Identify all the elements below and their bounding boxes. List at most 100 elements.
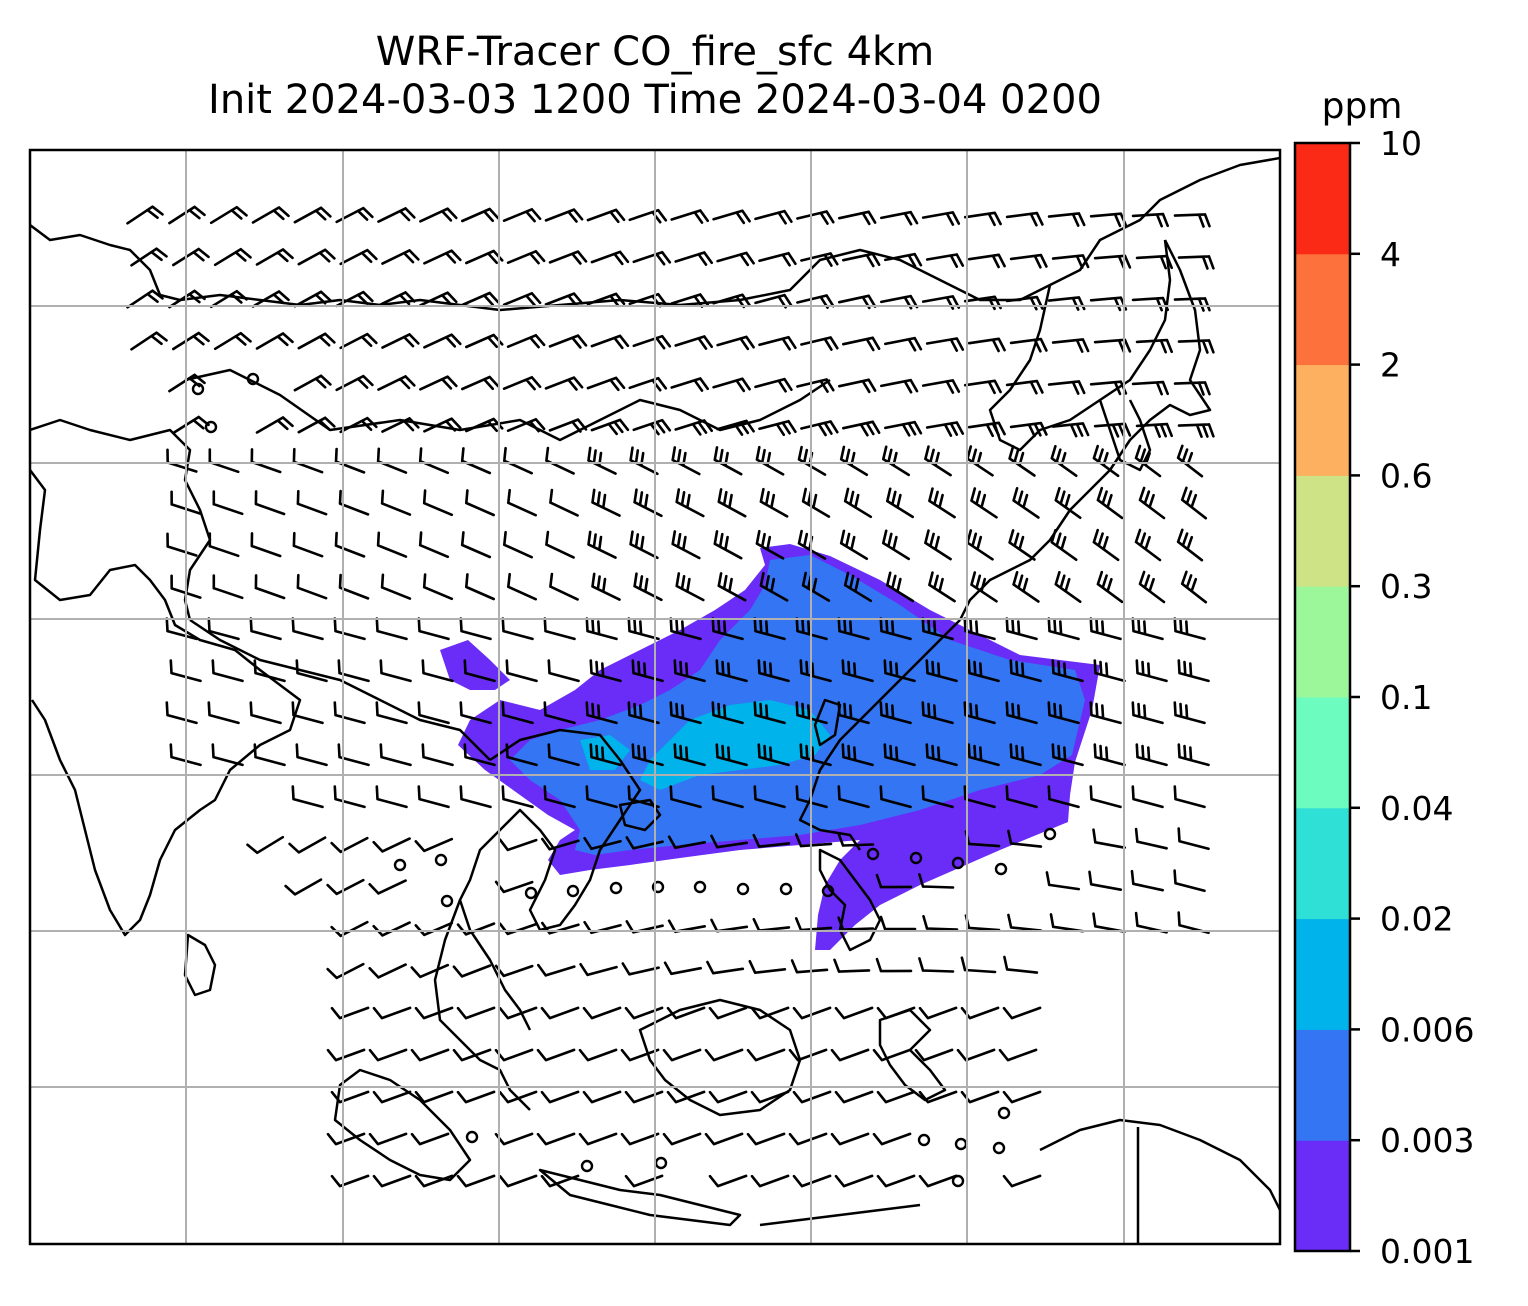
wind-barb — [372, 1090, 412, 1104]
colorbar-tick-label: 0.006 — [1380, 1010, 1474, 1049]
colorbar-tick-label: 0.6 — [1380, 456, 1432, 495]
wind-barb — [582, 1090, 622, 1104]
colorbar-tick-label: 0.3 — [1380, 567, 1432, 606]
wind-barb — [586, 208, 626, 224]
wind-barb — [712, 209, 751, 225]
wind-barb — [624, 1174, 664, 1188]
calm-wind-marker — [566, 884, 580, 898]
wind-barb — [914, 1048, 954, 1062]
wind-barb — [624, 1006, 664, 1020]
wind-barb — [337, 743, 370, 767]
wind-barb — [536, 1132, 576, 1146]
wind-barb — [417, 617, 450, 641]
wind-barb — [794, 833, 833, 848]
wind-barb — [297, 332, 336, 350]
calm-wind-marker — [580, 1159, 594, 1173]
wind-barb — [792, 1174, 832, 1188]
wind-barb — [339, 332, 378, 350]
wind-barb — [1135, 254, 1173, 270]
colorbar-block — [1295, 918, 1350, 1030]
wind-barb — [291, 617, 324, 641]
wind-barb — [578, 1048, 618, 1062]
coastline-malay — [433, 899, 531, 1111]
wind-barb — [884, 252, 923, 268]
wind-barb — [419, 207, 458, 223]
wind-barb — [333, 617, 366, 641]
wind-barb — [249, 701, 282, 725]
wind-barb — [625, 836, 664, 850]
wind-barb — [841, 659, 874, 683]
wind-barb — [963, 617, 996, 641]
wind-barb — [549, 488, 579, 517]
wind-barb — [872, 1048, 912, 1062]
wind-barb — [590, 418, 630, 436]
wind-barb — [419, 375, 458, 391]
wind-barb — [918, 1090, 958, 1104]
wind-barb — [543, 617, 576, 641]
wind-barb — [423, 333, 462, 349]
wind-barb — [375, 617, 408, 641]
wind-barb — [1135, 743, 1168, 767]
calm-wind-marker — [204, 420, 218, 434]
wind-barb — [758, 419, 797, 437]
wind-barb — [326, 878, 365, 896]
map-frame — [28, 148, 1282, 1246]
wind-barb — [381, 417, 420, 433]
wind-barb — [667, 835, 706, 849]
wind-barb — [250, 532, 282, 558]
wind-barb — [587, 530, 617, 559]
border-inland-3 — [30, 418, 212, 621]
wind-barb — [801, 571, 831, 602]
colorbar-block — [1295, 253, 1350, 366]
wind-barb — [414, 1090, 454, 1104]
calm-wind-marker — [609, 881, 623, 895]
wind-barb — [1177, 423, 1215, 438]
calm-wind-marker — [951, 1174, 965, 1188]
wind-barb — [1047, 212, 1086, 227]
wind-barb — [456, 1006, 496, 1020]
wind-barb — [675, 572, 705, 602]
wind-barb — [1173, 701, 1206, 725]
wind-barb — [1047, 617, 1080, 641]
wind-barb — [338, 489, 370, 516]
wind-barb — [540, 1174, 580, 1188]
figure-title: WRF-Tracer CO_fire_sfc 4km Init 2024-03-… — [30, 28, 1280, 124]
wind-barb — [498, 1090, 538, 1104]
wind-barb — [422, 573, 454, 601]
wind-barb — [211, 743, 244, 767]
wind-barb — [543, 701, 576, 725]
wind-barb — [459, 617, 492, 641]
wind-barb — [757, 659, 790, 683]
calm-wind-marker — [951, 856, 965, 870]
wind-barb — [459, 785, 492, 809]
wind-barb — [716, 251, 755, 267]
wind-barb — [1135, 338, 1173, 354]
wind-barb — [548, 250, 588, 265]
calm-wind-marker — [866, 847, 880, 861]
wind-barb — [712, 377, 751, 393]
wind-barb — [326, 1132, 366, 1146]
wind-barb — [1050, 444, 1078, 477]
wind-barb — [753, 617, 786, 641]
wind-barb — [549, 572, 579, 601]
wind-barb — [921, 701, 954, 725]
wind-barb — [589, 659, 622, 683]
wind-barb — [465, 417, 504, 433]
wind-barb — [922, 915, 959, 931]
wind-barb — [459, 701, 492, 725]
wind-barb — [330, 836, 369, 854]
wind-barbs — [126, 205, 1215, 1188]
wind-barb — [1009, 253, 1048, 269]
colorbar-block — [1295, 1140, 1350, 1252]
colorbar-block — [1295, 1029, 1350, 1141]
wind-barb — [293, 374, 332, 392]
wind-barb — [586, 292, 626, 308]
wind-barb — [1002, 1174, 1042, 1188]
gridlines — [30, 150, 1280, 1244]
wind-barb — [673, 743, 706, 767]
wind-barb — [837, 617, 870, 641]
wind-barb — [759, 571, 789, 602]
wind-barb — [838, 378, 877, 394]
wind-barb — [414, 1006, 454, 1020]
border-inland-2 — [189, 618, 491, 761]
